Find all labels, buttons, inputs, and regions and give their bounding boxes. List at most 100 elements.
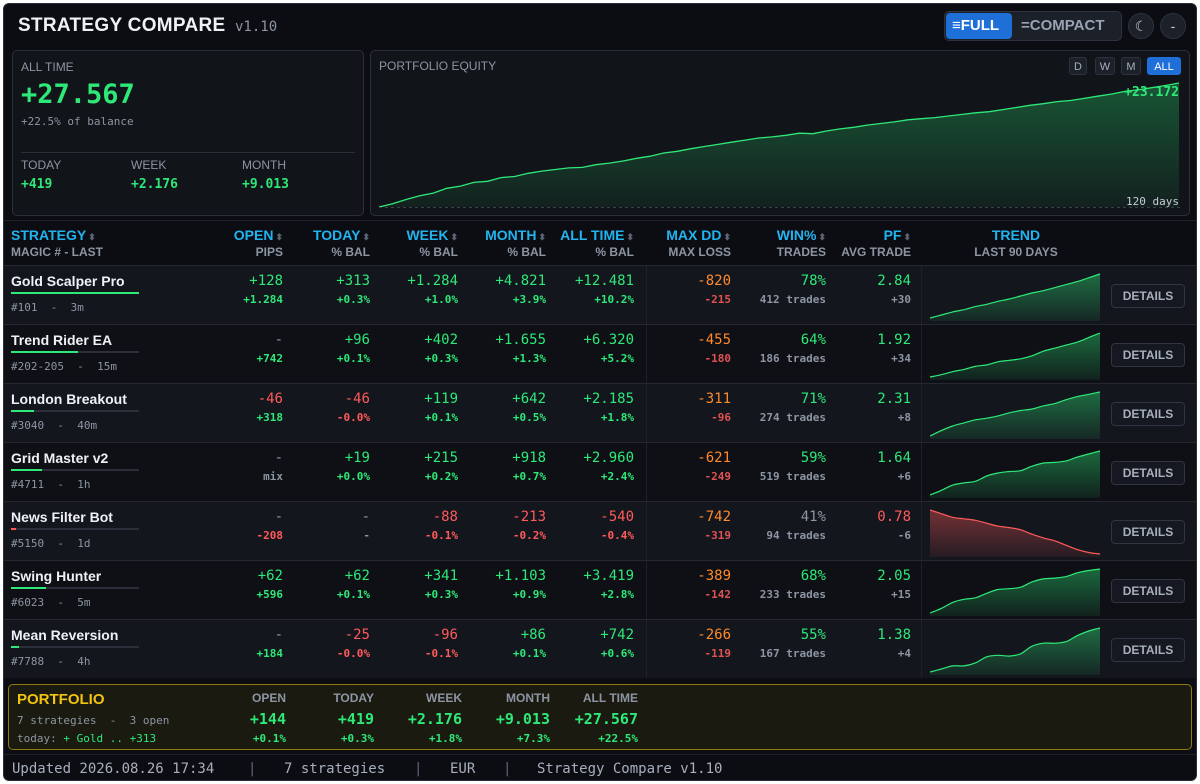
table-row[interactable]: Mean Reversion #7788 - 4h - +184 -25 -0.0% -96… (4, 619, 1196, 678)
details-button[interactable]: DETAILS (1111, 402, 1185, 426)
col-pf[interactable]: PF ⬍ AVG TRADE (841, 227, 911, 259)
cell-win: 68% 233 trades (759, 568, 826, 601)
strategy-share-bar (11, 410, 139, 412)
strategy-share-bar (11, 587, 139, 589)
strategy-share-bar (11, 292, 139, 294)
trend-sparkline (930, 273, 1101, 321)
summary-sub: +22.5% of balance (21, 115, 134, 128)
footer-updated: Updated 2026.08.26 17:34 (12, 761, 215, 777)
cell-alltime: +742 +0.6% (600, 627, 634, 660)
mode-full-button[interactable]: ≡FULL (946, 13, 1012, 39)
minimize-button[interactable]: - (1160, 13, 1186, 39)
col-all-time[interactable]: ALL TIME ⬍ % BAL (560, 227, 634, 259)
strategy-magic-last: #6023 - 5m (11, 596, 91, 609)
trend-sparkline (930, 391, 1101, 439)
equity-chart (379, 82, 1183, 208)
details-button[interactable]: DETAILS (1111, 343, 1185, 367)
summary-label: ALL TIME (21, 60, 74, 74)
column-divider (646, 502, 647, 560)
strategy-name: Mean Reversion (11, 627, 119, 643)
strategy-name: Grid Master v2 (11, 450, 109, 466)
cell-pf: 1.38 +4 (877, 627, 911, 660)
cell-week: -88 -0.1% (424, 509, 458, 542)
cell-win: 59% 519 trades (759, 450, 826, 483)
column-divider (646, 325, 647, 383)
col-month[interactable]: MONTH ⬍ % BAL (485, 227, 546, 259)
strategy-magic-last: #7788 - 4h (11, 655, 91, 668)
trend-sparkline (930, 450, 1101, 498)
cell-alltime: +6.320 +5.2% (583, 332, 634, 365)
cell-month: +86 +0.1% (512, 627, 546, 660)
trend-area (930, 510, 1100, 557)
col-strategy[interactable]: STRATEGY ⬍ MAGIC # - LAST (11, 227, 103, 259)
details-button[interactable]: DETAILS (1111, 461, 1185, 485)
status-bar: Updated 2026.08.26 17:34 | 7 strategies … (4, 754, 1196, 780)
cell-maxdd: -621 -249 (697, 450, 731, 483)
list-icon: ≡ (952, 17, 961, 34)
cell-month: +1.103 +0.9% (495, 568, 546, 601)
strategy-share-bar (11, 646, 139, 648)
equity-end-value: +23.172 (1124, 85, 1179, 100)
cell-week: +402 +0.3% (424, 332, 458, 365)
trend-line (930, 273, 1101, 319)
col-week[interactable]: WEEK ⬍ % BAL (406, 227, 458, 259)
portfolio-title: PORTFOLIO (17, 691, 105, 708)
col-open[interactable]: OPEN ⬍ PIPS (233, 227, 283, 259)
cell-pf: 2.31 +8 (877, 391, 911, 424)
portfolio-top-today: today: + Gold .. +313 (17, 732, 157, 745)
footer-strategies: 7 strategies (284, 761, 386, 777)
cell-win: 41% 94 trades (766, 509, 826, 542)
table-row[interactable]: Gold Scalper Pro #101 - 3m +128 +1.284 +313 +… (4, 265, 1196, 324)
strategy-magic-last: #5150 - 1d (11, 537, 91, 550)
strategy-magic-last: #3040 - 40m (11, 419, 98, 432)
details-button[interactable]: DETAILS (1111, 579, 1185, 603)
cell-win: 78% 412 trades (759, 273, 826, 306)
theme-toggle-button[interactable]: ☾ (1128, 13, 1154, 39)
footer-currency: EUR (450, 761, 476, 777)
range-w-button[interactable]: W (1095, 57, 1115, 75)
cell-alltime: +2.960 +2.4% (583, 450, 634, 483)
summary-value: +27.567 (21, 79, 135, 110)
table-row[interactable]: News Filter Bot #5150 - 1d - -208 - - -88 -0.1%… (4, 501, 1196, 560)
trend-line (930, 509, 1101, 555)
range-d-button[interactable]: D (1069, 57, 1087, 75)
col-win-pct[interactable]: WIN% ⬍ TRADES (776, 227, 826, 259)
cell-open: - +184 (256, 627, 284, 660)
cell-maxdd: -266 -119 (697, 627, 731, 660)
sort-icon: ⬍ (275, 232, 283, 242)
cell-today: -25 -0.0% (336, 627, 370, 660)
table-row[interactable]: Swing Hunter #6023 - 5m +62 +596 +62 +0.1% +34… (4, 560, 1196, 619)
cell-today: -46 -0.0% (336, 391, 370, 424)
table-row[interactable]: Trend Rider EA #202-205 - 15m - +742 +96 +0.1… (4, 324, 1196, 383)
cell-month: +4.821 +3.9% (495, 273, 546, 306)
range-all-button[interactable]: ALL (1147, 57, 1181, 75)
trend-area (930, 451, 1100, 498)
cell-pf: 0.78 -6 (877, 509, 911, 542)
range-m-button[interactable]: M (1121, 57, 1141, 75)
trend-area (930, 333, 1100, 380)
column-divider (646, 443, 647, 501)
details-button[interactable]: DETAILS (1111, 520, 1185, 544)
col-today[interactable]: TODAY ⬍ % BAL (312, 227, 370, 259)
cell-open: - -208 (256, 509, 284, 542)
trend-line (930, 627, 1101, 673)
details-button[interactable]: DETAILS (1111, 638, 1185, 662)
sort-icon: ⬍ (626, 232, 634, 242)
cell-today: +19 +0.0% (336, 450, 370, 483)
column-divider (921, 561, 922, 619)
col-max-dd[interactable]: MAX DD ⬍ MAX LOSS (666, 227, 731, 259)
portfolio-month: MONTH +9.013 +7.3% (495, 691, 550, 745)
table-row[interactable]: London Breakout #3040 - 40m -46 +318 -46 -0.0… (4, 383, 1196, 442)
cell-month: +1.655 +1.3% (495, 332, 546, 365)
app-version: v1.10 (235, 19, 278, 35)
table-row[interactable]: Grid Master v2 #4711 - 1h - mix +19 +0.0% +215… (4, 442, 1196, 501)
mode-compact-button[interactable]: =COMPACT (1021, 17, 1105, 34)
details-button[interactable]: DETAILS (1111, 284, 1185, 308)
portfolio-equity-card: PORTFOLIO EQUITY D W M ALL +23.172 120 d… (370, 50, 1190, 216)
cell-pf: 2.84 +30 (877, 273, 911, 306)
trend-area (930, 628, 1100, 675)
portfolio-open: OPEN +144 +0.1% (249, 691, 286, 745)
cell-maxdd: -389 -142 (697, 568, 731, 601)
trend-sparkline (930, 332, 1101, 380)
header: STRATEGY COMPARE v1.10 ≡FULL =COMPACT ☾ … (4, 4, 1196, 48)
